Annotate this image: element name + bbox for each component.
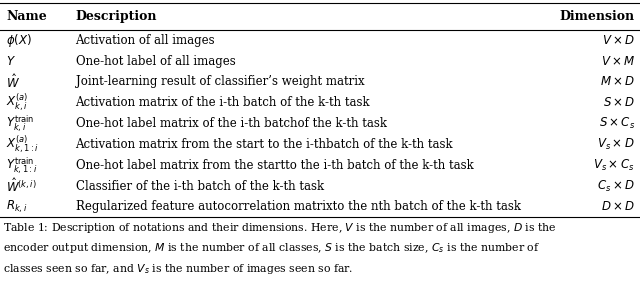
Text: encoder output dimension, $M$ is the number of all classes, $S$ is the batch siz: encoder output dimension, $M$ is the num… [3, 241, 540, 255]
Text: $V \times D$: $V \times D$ [602, 34, 635, 47]
Text: Activation matrix from the start to the i-thbatch of the k-th task: Activation matrix from the start to the … [76, 138, 453, 151]
Text: Activation matrix of the i-th batch of the k-th task: Activation matrix of the i-th batch of t… [76, 96, 370, 109]
Text: Regularized feature autocorrelation matrixto the nth batch of the k-th task: Regularized feature autocorrelation matr… [76, 200, 520, 213]
Text: $S \times C_s$: $S \times C_s$ [598, 116, 635, 131]
Text: Description: Description [76, 10, 157, 23]
Text: classes seen so far, and $V_s$ is the number of images seen so far.: classes seen so far, and $V_s$ is the nu… [3, 262, 353, 276]
Text: $M \times D$: $M \times D$ [600, 75, 635, 88]
Text: Classifier of the i-th batch of the k-th task: Classifier of the i-th batch of the k-th… [76, 179, 324, 193]
Text: $X_{k,i}^{(a)}$: $X_{k,i}^{(a)}$ [6, 92, 29, 113]
Text: $\hat{W}^{(k,i)}$: $\hat{W}^{(k,i)}$ [6, 177, 37, 195]
Text: $V_s \times C_s$: $V_s \times C_s$ [593, 158, 635, 173]
Text: Name: Name [6, 10, 47, 23]
Text: $\hat{W}$: $\hat{W}$ [6, 73, 20, 91]
Text: One-hot label matrix from the startto the i-th batch of the k-th task: One-hot label matrix from the startto th… [76, 159, 473, 172]
Text: $D \times D$: $D \times D$ [601, 200, 635, 213]
Text: One-hot label of all images: One-hot label of all images [76, 55, 236, 68]
Text: Joint-learning result of classifier’s weight matrix: Joint-learning result of classifier’s we… [76, 75, 364, 88]
Text: $Y_{k,i}^{\mathrm{train}}$: $Y_{k,i}^{\mathrm{train}}$ [6, 113, 35, 134]
Text: $S \times D$: $S \times D$ [602, 96, 635, 109]
Text: $Y$: $Y$ [6, 55, 17, 68]
Text: $C_s \times D$: $C_s \times D$ [597, 178, 635, 194]
Text: $R_{k,i}$: $R_{k,i}$ [6, 199, 28, 215]
Text: $V \times M$: $V \times M$ [600, 55, 635, 68]
Text: Table 1: Description of notations and their dimensions. Here, $V$ is the number : Table 1: Description of notations and th… [3, 221, 557, 235]
Text: $V_s \times D$: $V_s \times D$ [597, 137, 635, 152]
Text: One-hot label matrix of the i-th batchof the k-th task: One-hot label matrix of the i-th batchof… [76, 117, 387, 130]
Text: Dimension: Dimension [560, 10, 635, 23]
Text: $\phi(X)$: $\phi(X)$ [6, 32, 33, 49]
Text: Activation of all images: Activation of all images [76, 34, 215, 47]
Text: $Y_{k,1:i}^{\mathrm{train}}$: $Y_{k,1:i}^{\mathrm{train}}$ [6, 155, 38, 176]
Text: $X_{k,1:i}^{(a)}$: $X_{k,1:i}^{(a)}$ [6, 134, 40, 155]
